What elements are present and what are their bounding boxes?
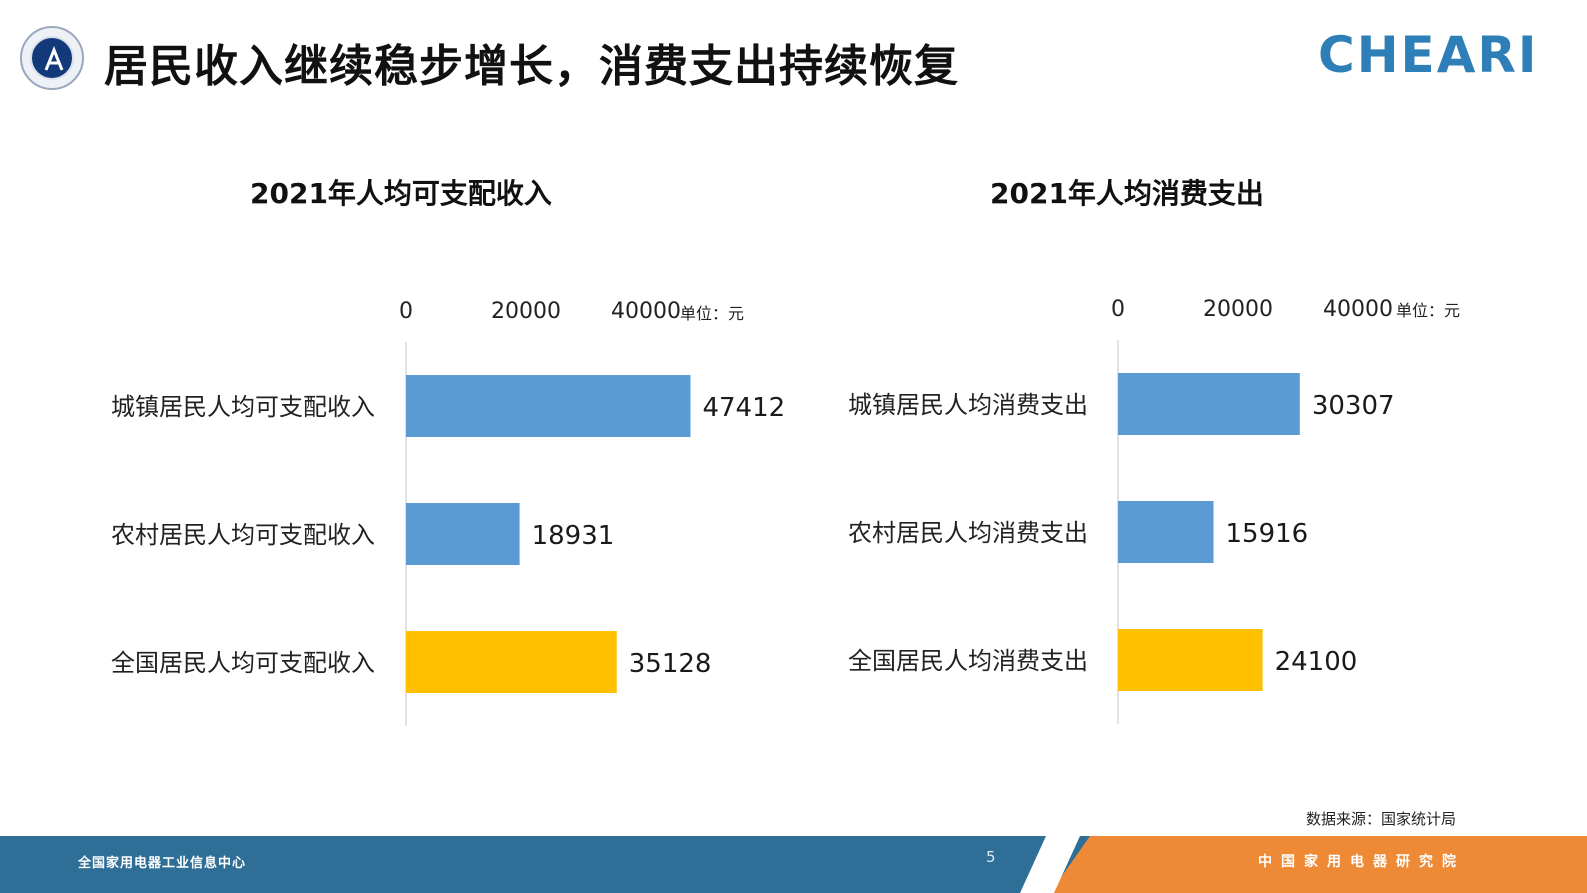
tick-label-0: 0 [399,299,413,324]
data-label-2: 18931 [532,521,615,551]
chart-title-income: 2021年人均可支配收入 [250,177,552,210]
tick-label-40000: 40000 [611,299,681,324]
data-label-3: 35128 [629,649,712,679]
data-source: 数据来源：国家统计局 [1306,810,1457,828]
tick-label-20000: 20000 [1203,297,1273,322]
chart-title-spending: 2021年人均消费支出 [990,177,1264,210]
page-number: 5 [986,848,996,866]
bar-1 [1118,373,1300,435]
brand-text: CHEARI [1318,26,1539,84]
bar-2 [406,503,520,565]
tick-label-40000: 40000 [1323,297,1393,322]
footer-organization: 全国家用电器工业信息中心 [78,856,247,871]
unit-label-income: 单位：元 [680,304,745,323]
data-label-1: 30307 [1312,391,1395,421]
category-label-1: 城镇居民人均可支配收入 [111,393,375,421]
category-label-3: 全国居民人均消费支出 [848,647,1088,675]
footer-institute: 中国家用电器研究院 [1258,854,1465,870]
data-label-2: 15916 [1225,519,1308,549]
bar-3 [406,631,617,693]
category-label-2: 农村居民人均消费支出 [848,519,1088,547]
bar-1 [406,375,691,437]
footer-accent [1050,836,1587,893]
category-label-2: 农村居民人均可支配收入 [111,521,375,549]
unit-label-spending: 单位：元 [1396,301,1461,320]
category-label-3: 全国居民人均可支配收入 [111,649,375,677]
tick-label-0: 0 [1111,297,1125,322]
category-label-1: 城镇居民人均消费支出 [848,391,1088,419]
data-label-3: 24100 [1275,647,1358,677]
brand-logo: CHEARI [1318,26,1539,84]
tick-label-20000: 20000 [491,299,561,324]
data-label-1: 47412 [702,393,785,423]
bar-2 [1118,501,1214,563]
bar-3 [1118,629,1263,691]
institute-seal-icon [20,26,84,90]
page-title: 居民收入继续稳步增长，消费支出持续恢复 [104,41,959,92]
